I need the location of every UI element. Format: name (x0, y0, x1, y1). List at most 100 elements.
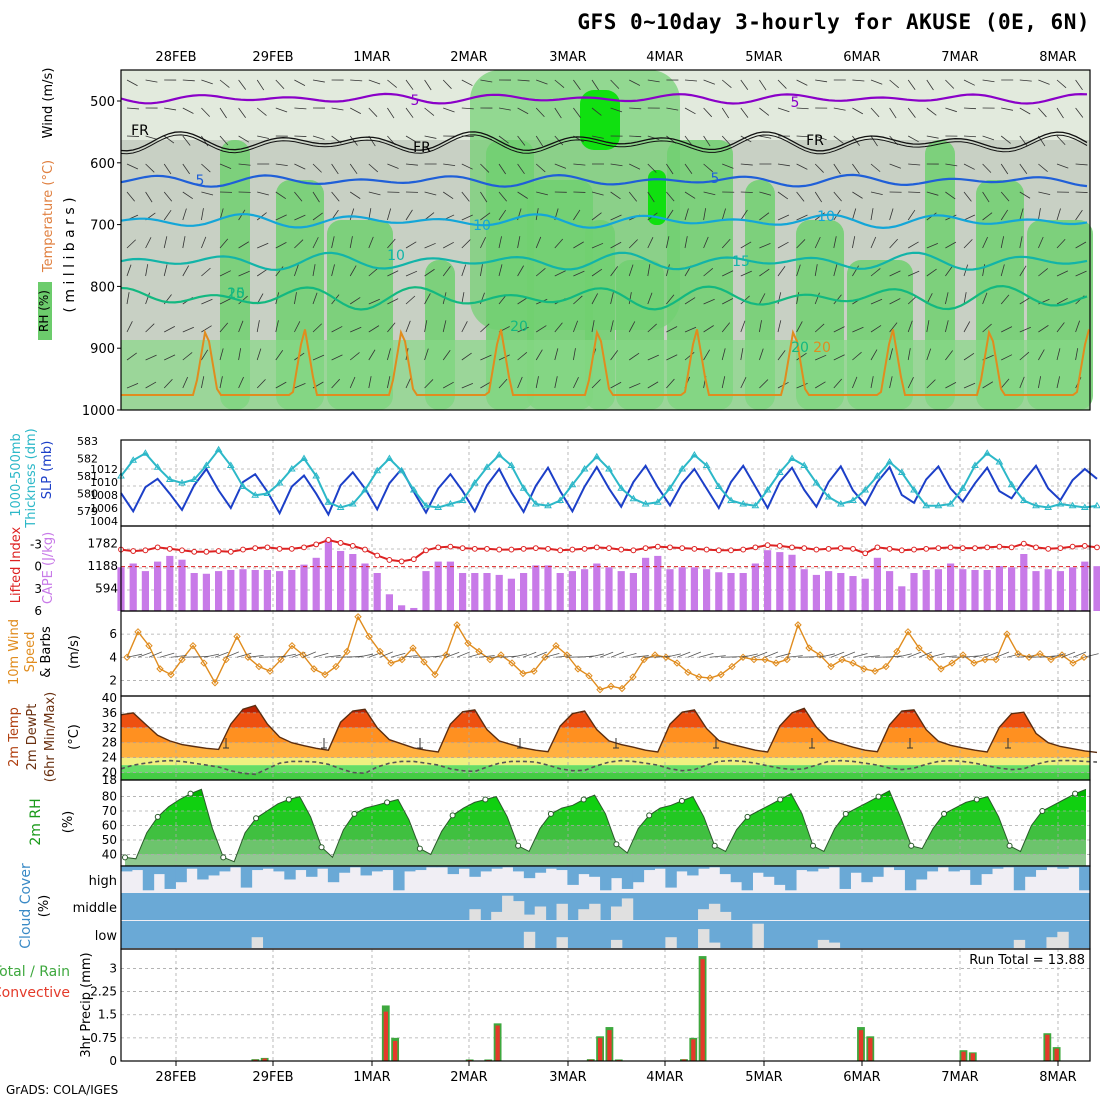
surface-wind-barb (225, 651, 239, 658)
cape-bar (495, 574, 503, 611)
wind-barb (982, 191, 990, 203)
thickness-line-marker (434, 503, 443, 510)
cloud-high-bar (1068, 866, 1080, 868)
wind-speed-marker (233, 632, 241, 641)
wind-speed-marker (926, 653, 934, 661)
wind-barb (1000, 135, 1011, 144)
wind-barb (1075, 107, 1084, 118)
wind-barb (331, 264, 335, 277)
x-label-bottom: 2MAR (450, 1070, 487, 1085)
wind-barb (387, 79, 397, 88)
surface-wind-barb (291, 651, 306, 658)
wind-axis-label: (m/s) (67, 635, 82, 669)
thickness-line-marker (702, 461, 711, 468)
wind-barb (591, 107, 602, 116)
wind-barb (163, 236, 168, 249)
wind-barb (684, 297, 696, 305)
wind-barb (963, 214, 976, 221)
cloud-high-bar (447, 866, 460, 875)
wind-barb (163, 264, 168, 277)
wind-barb (684, 163, 693, 175)
wind-barb (368, 376, 372, 389)
wind-barb (442, 350, 451, 361)
wind-barb (926, 135, 939, 139)
wind-barb (833, 236, 837, 249)
cape-bar (1044, 569, 1052, 611)
cape-bar (581, 569, 589, 611)
wind-speed-marker (497, 651, 505, 659)
thickness-line-marker (983, 449, 992, 456)
wind-barb (628, 239, 638, 249)
wind-barb (814, 163, 824, 173)
wind-barb (852, 163, 860, 174)
wind-speed-marker (849, 659, 857, 667)
wind-speed-marker (354, 613, 362, 621)
precip-convective-bar (681, 1059, 687, 1061)
wind-barb (721, 107, 730, 119)
chart-title: GFS 0~10day 3-hourly for AKUSE (0E, 6N) (577, 10, 1090, 34)
wind-barb (331, 107, 344, 111)
surface-wind-barb (1061, 651, 1076, 658)
cape-bar (751, 563, 759, 611)
wind-tick-label: 6 (109, 627, 117, 641)
lifted-index-line-marker (520, 545, 527, 552)
thickness-line-marker (470, 479, 479, 486)
wind-barb (703, 135, 711, 147)
wind-barb (573, 270, 585, 277)
wind-barb (889, 298, 901, 305)
lifted-index-line-marker (227, 548, 234, 555)
slp-tick-label: 1010 (90, 476, 118, 489)
wind-barb (182, 135, 191, 146)
wind-barb (722, 163, 734, 169)
cloud-high-bar (632, 866, 645, 883)
wind-barb (982, 381, 994, 389)
lifted-index-line-marker (191, 548, 198, 555)
x-label-top: 1MAR (353, 50, 390, 65)
cloud-high-bar (306, 866, 318, 877)
cloud-high-bar (349, 866, 362, 868)
cape-bar (727, 573, 735, 611)
wind-barb (740, 295, 750, 305)
wind-speed-marker (1058, 651, 1066, 659)
wind-barb (126, 191, 135, 202)
wind-barb (535, 376, 539, 389)
wind-barb (573, 209, 581, 221)
wind-barb (164, 354, 176, 361)
wind-speed-marker (662, 653, 670, 661)
surface-wind-barb (269, 655, 286, 658)
cloud-high-bar (1002, 866, 1015, 868)
cape-bar (703, 569, 711, 611)
rh-marker (1072, 790, 1079, 797)
surface-wind-barb (687, 651, 702, 658)
wind-barb (219, 376, 223, 389)
thickness-line-marker (653, 498, 662, 505)
thickness-line-marker (446, 500, 455, 507)
cloud-high-bar (1046, 866, 1058, 868)
thickness-tick-label: 583 (77, 435, 98, 448)
wind-barb (554, 79, 565, 88)
wind-barb (870, 107, 880, 118)
wind-barb (814, 264, 818, 277)
rh-marker (1006, 842, 1013, 849)
contour-label: FR (131, 123, 149, 139)
wind-barb (387, 163, 399, 169)
wind-barb (703, 298, 715, 305)
rh-marker (449, 812, 456, 819)
wind-barb (1056, 238, 1066, 249)
rh-band (125, 839, 1086, 855)
wind-barb (1056, 348, 1061, 361)
wind-barb (591, 79, 599, 91)
wind-barb (480, 237, 487, 249)
precip-convective-bar (970, 1053, 975, 1061)
wind-barb (926, 191, 939, 196)
surface-wind-barb (753, 651, 768, 658)
lifted-index-line-marker (1020, 540, 1027, 547)
wind-barb (759, 212, 770, 221)
wind-barb (145, 163, 155, 173)
lifted-index-line-marker (1094, 544, 1100, 551)
wind-speed-marker (398, 655, 406, 664)
rh-marker (908, 842, 915, 849)
wind-speed-marker (541, 653, 549, 661)
rh-saturated-region (648, 170, 666, 225)
wind-speed-marker (288, 642, 296, 650)
